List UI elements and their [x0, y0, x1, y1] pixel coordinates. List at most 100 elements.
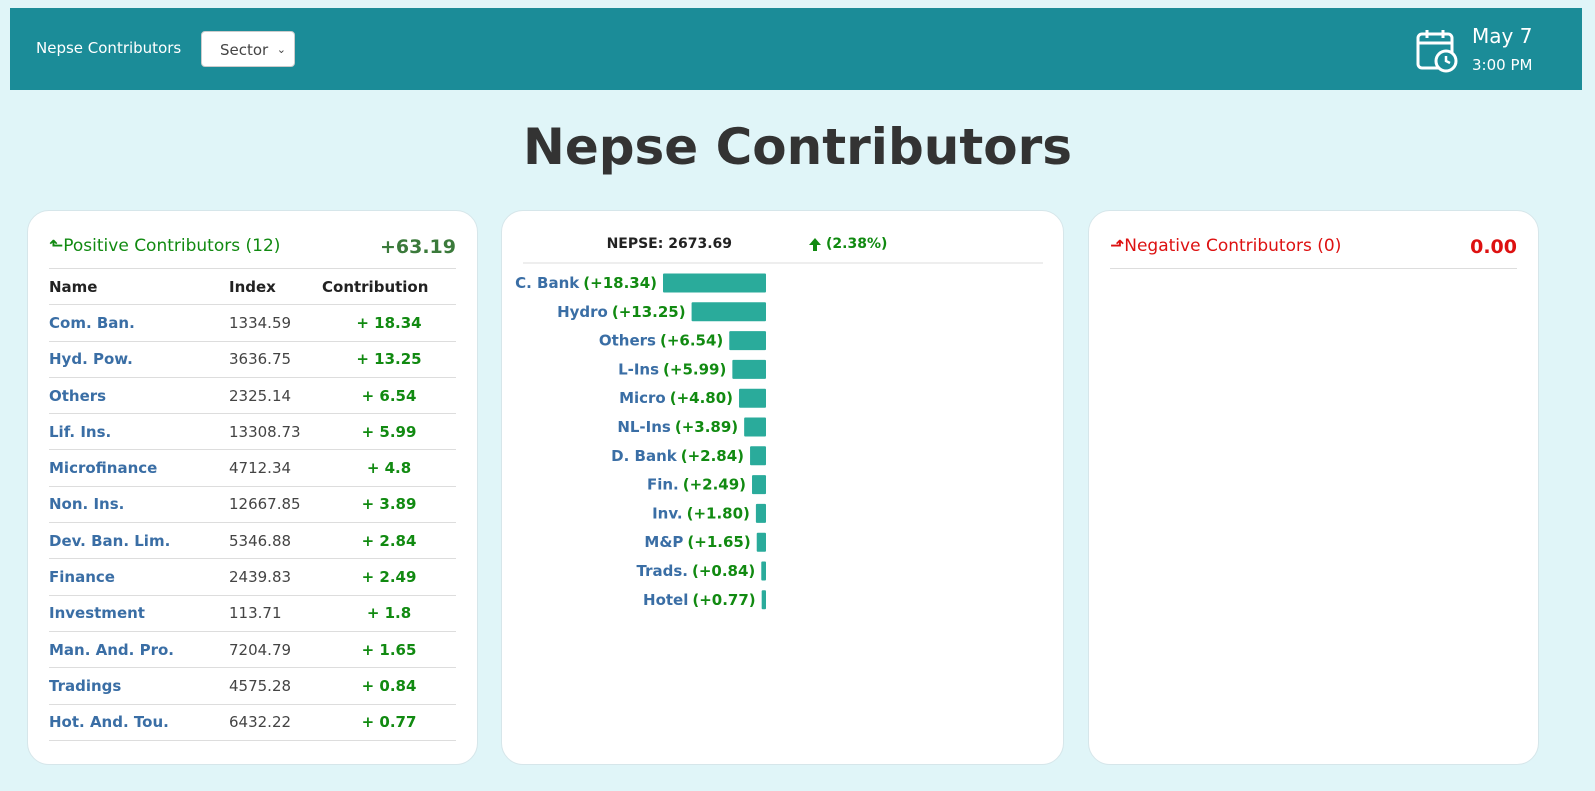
contribution: + 1.65: [322, 631, 456, 669]
category-label: L-Ins: [618, 360, 659, 378]
sector-name: Hot. And. Tou.: [49, 704, 229, 741]
contribution: + 13.25: [322, 341, 456, 378]
bar-label: C. Bank (+18.34): [515, 274, 657, 292]
sector-name: Tradings: [49, 667, 229, 705]
column-header: Name: [49, 269, 229, 306]
sector-index: 2439.83: [229, 558, 322, 596]
sector-name: Lif. Ins.: [49, 413, 229, 451]
value-label: (+4.80): [670, 389, 733, 407]
divider: [1110, 268, 1517, 269]
bar-label: Hydro (+13.25): [557, 302, 686, 320]
positive-title: ⬑Positive Contributors (12): [49, 236, 281, 256]
contributors-table: Name Index Contribution Com. Ban. 1334.59 + 1…: [49, 269, 456, 741]
divider: [49, 268, 456, 269]
bar-label: NL-Ins (+3.89): [617, 418, 738, 436]
select-value: Sector: [220, 41, 269, 59]
chart-panel: NEPSE: 2673.69 (2.38%) C. Bank (+18.34) Hy…: [501, 210, 1064, 765]
contribution: + 3.89: [322, 486, 456, 524]
contribution: + 18.34: [322, 304, 456, 342]
table-row: Hot. And. Tou. 6432.22 + 0.77: [49, 704, 456, 741]
sector-select[interactable]: Sector ⌄: [201, 31, 295, 67]
contribution: + 4.8: [322, 449, 456, 487]
calendar-icon: [1416, 30, 1458, 73]
contribution: + 0.84: [322, 667, 456, 705]
positive-total: +63.19: [379, 236, 456, 258]
column-header: Index: [229, 269, 322, 306]
table-row: Investment 113.71 + 1.8: [49, 595, 456, 632]
value-label: (+2.84): [681, 446, 744, 464]
negative-title: ⬏Negative Contributors (0): [1110, 236, 1342, 256]
negative-total: 0.00: [1470, 236, 1517, 258]
bar-label: Inv. (+1.80): [652, 504, 750, 522]
value-label: (+18.34): [583, 274, 657, 292]
positive-panel: ⬑Positive Contributors (12) +63.19 Name I…: [27, 210, 478, 765]
value-label: (+5.99): [663, 360, 726, 378]
page-title: Nepse Contributors: [522, 118, 1073, 176]
value-label: (+13.25): [612, 302, 686, 320]
contribution: + 2.84: [322, 522, 456, 560]
sector-index: 5346.88: [229, 522, 322, 560]
contribution: + 6.54: [322, 377, 456, 415]
bar: [744, 417, 766, 437]
table-row: Lif. Ins. 13308.73 + 5.99: [49, 413, 456, 451]
category-label: D. Bank: [611, 446, 678, 464]
table-row: Com. Ban. 1334.59 + 18.34: [49, 304, 456, 342]
table-row: Finance 2439.83 + 2.49: [49, 558, 456, 596]
chart-title: NEPSE: 2673.69: [607, 236, 732, 252]
sector-name: Microfinance: [49, 449, 229, 487]
sector-name: Investment: [49, 595, 229, 632]
top-bar: Nepse Contributors Sector ⌄ May 7 3:00 PM: [10, 8, 1582, 90]
table-row: Microfinance 4712.34 + 4.8: [49, 449, 456, 487]
bar: [755, 503, 766, 523]
date: May 7: [1472, 24, 1533, 48]
bar: [691, 302, 766, 322]
category-label: Others: [599, 331, 656, 349]
sector-name: Com. Ban.: [49, 304, 229, 342]
sector-index: 2325.14: [229, 377, 322, 415]
bar: [761, 590, 766, 610]
sector-name: Hyd. Pow.: [49, 341, 229, 378]
category-label: C. Bank: [515, 274, 580, 292]
sector-index: 6432.22: [229, 704, 322, 741]
sector-index: 12667.85: [229, 486, 322, 524]
bar: [752, 475, 766, 495]
bar-label: Micro (+4.80): [619, 389, 733, 407]
sector-index: 3636.75: [229, 341, 322, 378]
value-label: (+3.89): [675, 418, 738, 436]
sector-name: Non. Ins.: [49, 486, 229, 524]
category-label: Inv.: [652, 504, 683, 522]
up-arrow: [809, 238, 821, 251]
bar: [750, 446, 766, 466]
bar: [732, 359, 766, 379]
table-row: Hyd. Pow. 3636.75 + 13.25: [49, 341, 456, 378]
bar: [663, 273, 766, 293]
contribution: + 1.8: [322, 595, 456, 632]
sector-index: 113.71: [229, 595, 322, 632]
table-row: Others 2325.14 + 6.54: [49, 377, 456, 415]
category-label: Trads.: [637, 562, 688, 580]
bar-label: Fin. (+2.49): [647, 475, 746, 493]
table-row: Tradings 4575.28 + 0.84: [49, 667, 456, 705]
value-label: (+6.54): [660, 331, 723, 349]
bar: [761, 561, 766, 581]
sector-index: 7204.79: [229, 631, 322, 669]
bar-label: Trads. (+0.84): [637, 562, 756, 580]
category-label: M&P: [644, 533, 683, 551]
sector-name: Finance: [49, 558, 229, 596]
category-label: Hydro: [557, 302, 608, 320]
value-label: (+2.49): [683, 475, 746, 493]
contribution: + 5.99: [322, 413, 456, 451]
sector-name: Dev. Ban. Lim.: [49, 522, 229, 560]
contribution: + 2.49: [322, 558, 456, 596]
bar: [739, 388, 766, 408]
sector-index: 4712.34: [229, 449, 322, 487]
negative-panel: ⬏Negative Contributors (0) 0.00: [1088, 210, 1539, 765]
category-label: Hotel: [643, 590, 688, 608]
table-row: Non. Ins. 12667.85 + 3.89: [49, 486, 456, 524]
sector-name: Others: [49, 377, 229, 415]
bar-label: L-Ins (+5.99): [618, 360, 726, 378]
chart: NEPSE: 2673.69 (2.38%) C. Bank (+18.34) Hy…: [515, 236, 1043, 610]
brand[interactable]: Nepse Contributors: [36, 39, 182, 57]
bar-label: M&P (+1.65): [644, 533, 750, 551]
category-label: Fin.: [647, 475, 679, 493]
